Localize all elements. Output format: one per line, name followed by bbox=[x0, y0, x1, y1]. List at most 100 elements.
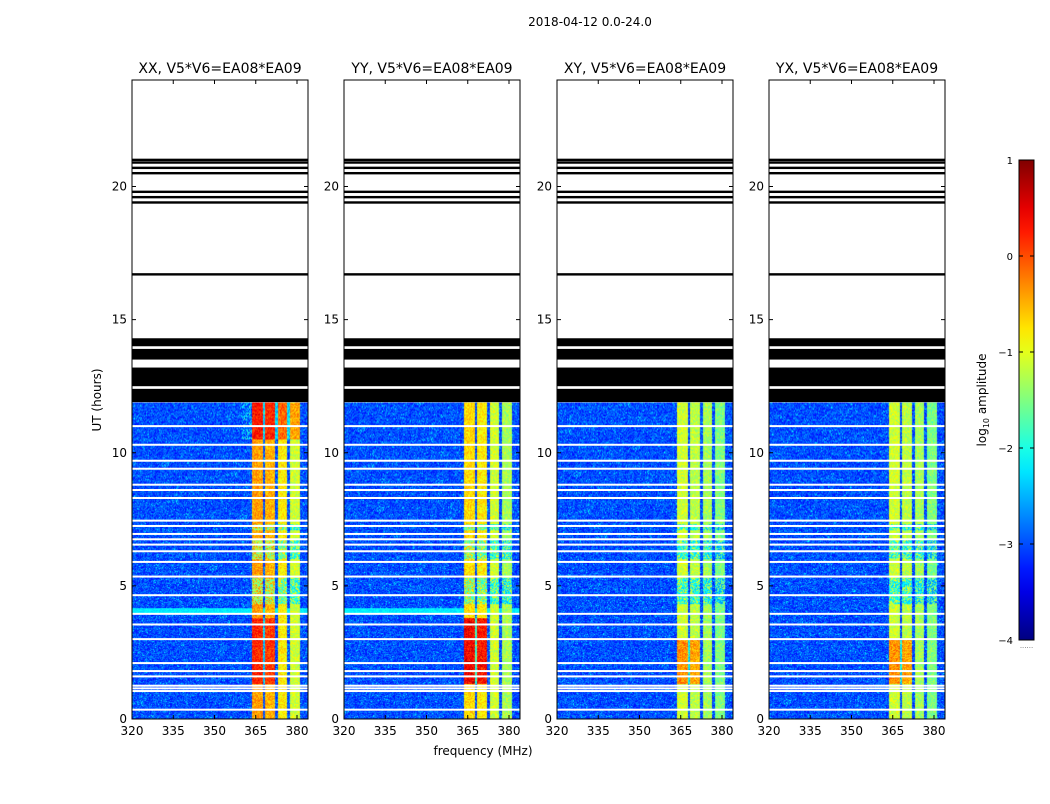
flagged-black-line bbox=[769, 273, 945, 276]
y-tick-label: 5 bbox=[331, 579, 339, 593]
flagged-black-line bbox=[769, 161, 945, 164]
flagged-line bbox=[132, 612, 308, 615]
flagged-line bbox=[557, 524, 733, 527]
x-tick-label: 350 bbox=[628, 724, 651, 738]
flagged-line bbox=[344, 532, 520, 535]
flagged-block bbox=[344, 367, 520, 387]
flagged-line bbox=[557, 532, 733, 535]
x-tick-label: 320 bbox=[546, 724, 569, 738]
x-tick-label: 335 bbox=[374, 724, 397, 738]
panel-yx: YX, V5*V6=EA08*EA09 320 335 350 365 380 0 5 10 15… bbox=[749, 61, 946, 738]
flagged-line bbox=[344, 687, 520, 690]
flagged-line bbox=[769, 467, 945, 470]
flagged-line bbox=[557, 638, 733, 641]
flagged-line bbox=[344, 550, 520, 553]
flagged-line bbox=[769, 662, 945, 665]
flagged-line bbox=[557, 612, 733, 615]
flagged-line bbox=[344, 638, 520, 641]
flagged-line bbox=[344, 675, 520, 678]
flagged-line bbox=[557, 489, 733, 492]
flagged-line bbox=[132, 623, 308, 626]
y-tick-label: 5 bbox=[544, 579, 552, 593]
flagged-line bbox=[557, 550, 733, 553]
colorbar-tick-label: −2 bbox=[998, 444, 1013, 455]
y-tick-label: 5 bbox=[119, 579, 127, 593]
flagged-black-line bbox=[132, 158, 308, 162]
panel-xy: XY, V5*V6=EA08*EA09 320 335 350 365 380 0 5 10 15… bbox=[537, 61, 734, 738]
flagged-black-line bbox=[769, 201, 945, 204]
flagged-line bbox=[132, 662, 308, 665]
x-tick-label: 350 bbox=[203, 724, 226, 738]
flagged-line bbox=[132, 594, 308, 597]
colorbar-tick-label: 1 bbox=[1007, 156, 1013, 167]
flagged-line bbox=[344, 543, 520, 546]
y-tick-label: 15 bbox=[112, 313, 127, 327]
flagged-block bbox=[344, 348, 520, 360]
flagged-line bbox=[344, 489, 520, 492]
flagged-black-line bbox=[769, 171, 945, 175]
colorbar-tick-label: −3 bbox=[998, 540, 1013, 551]
flagged-line bbox=[132, 638, 308, 641]
flagged-line bbox=[557, 497, 733, 500]
flagged-block bbox=[344, 388, 520, 403]
flagged-line bbox=[769, 524, 945, 527]
plot-area bbox=[132, 80, 308, 719]
flagged-line bbox=[557, 623, 733, 626]
x-tick-label: 380 bbox=[711, 724, 734, 738]
plot-area bbox=[769, 80, 945, 719]
flagged-block bbox=[769, 367, 945, 387]
flagged-line bbox=[344, 538, 520, 541]
y-tick-label: 10 bbox=[749, 446, 764, 460]
panel-frame bbox=[131, 79, 309, 720]
flagged-line bbox=[132, 684, 308, 687]
plot-area bbox=[344, 80, 520, 719]
flagged-line bbox=[769, 459, 945, 462]
flagged-line bbox=[132, 690, 308, 693]
panel-title: XX, V5*V6=EA08*EA09 bbox=[138, 61, 301, 77]
y-tick-label: 20 bbox=[749, 180, 764, 194]
flagged-block bbox=[769, 348, 945, 360]
flagged-line bbox=[132, 524, 308, 527]
panel-xx: XX, V5*V6=EA08*EA09 320 335 350 365 380 0 5 10 15… bbox=[112, 61, 309, 738]
flagged-black-line bbox=[769, 195, 945, 199]
flagged-block bbox=[769, 388, 945, 403]
flagged-line bbox=[344, 443, 520, 446]
y-tick-label: 0 bbox=[119, 712, 127, 726]
x-tick-label: 350 bbox=[840, 724, 863, 738]
x-tick-label: 380 bbox=[498, 724, 521, 738]
x-tick-label: 365 bbox=[456, 724, 479, 738]
y-tick-label: 20 bbox=[537, 180, 552, 194]
y-tick-label: 10 bbox=[537, 446, 552, 460]
flagged-line bbox=[132, 538, 308, 541]
plot-area bbox=[557, 80, 733, 719]
flagged-line bbox=[132, 483, 308, 486]
flagged-black-line bbox=[344, 201, 520, 204]
y-tick-label: 5 bbox=[756, 579, 764, 593]
panels-group: XX, V5*V6=EA08*EA09 320 335 350 365 380 0 5 10 15… bbox=[112, 61, 946, 738]
flagged-line bbox=[344, 612, 520, 615]
x-tick-label: 350 bbox=[415, 724, 438, 738]
flagged-line bbox=[769, 550, 945, 553]
flagged-line bbox=[132, 443, 308, 446]
flagged-black-line bbox=[344, 166, 520, 170]
x-tick-label: 335 bbox=[162, 724, 185, 738]
flagged-black-line bbox=[132, 161, 308, 164]
flagged-line bbox=[344, 560, 520, 563]
y-tick-label: 20 bbox=[112, 180, 127, 194]
flagged-line bbox=[557, 538, 733, 541]
colorbar-label: log10 amplitude bbox=[975, 354, 991, 447]
flagged-line bbox=[557, 483, 733, 486]
flagged-line bbox=[557, 687, 733, 690]
flagged-black-line bbox=[557, 166, 733, 170]
x-tick-label: 365 bbox=[881, 724, 904, 738]
flagged-black-line bbox=[769, 166, 945, 170]
flagged-line bbox=[344, 519, 520, 522]
y-tick-label: 0 bbox=[544, 712, 552, 726]
flagged-line bbox=[344, 483, 520, 486]
flagged-block bbox=[132, 367, 308, 387]
flagged-line bbox=[344, 425, 520, 428]
flagged-line bbox=[769, 670, 945, 673]
flagged-line bbox=[132, 497, 308, 500]
flagged-line bbox=[557, 425, 733, 428]
